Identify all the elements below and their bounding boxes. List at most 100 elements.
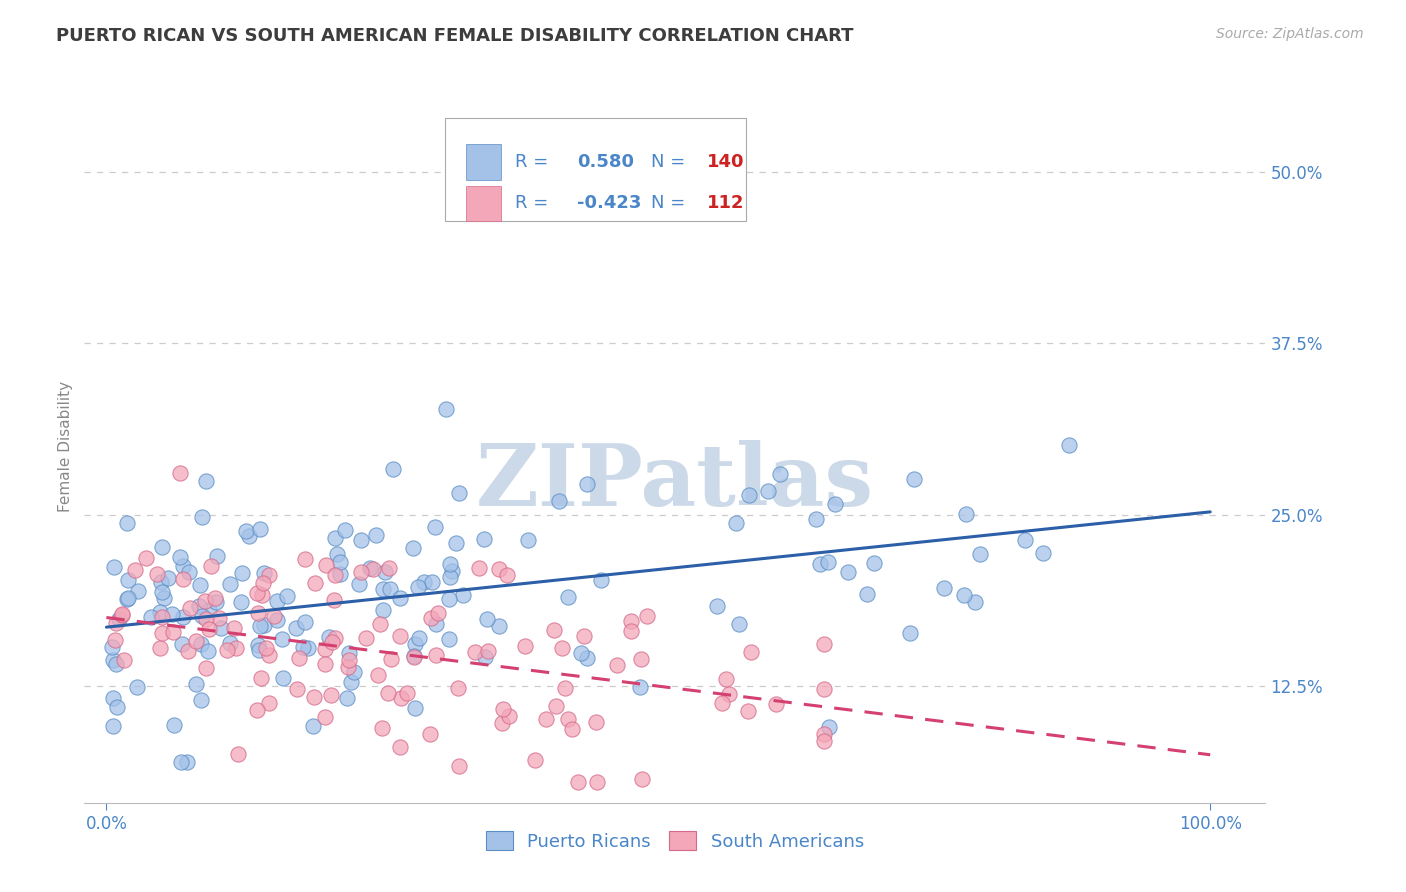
Point: [425, 648, 447, 662]
Point: [453, 589, 475, 603]
Point: [567, 775, 589, 789]
Point: [467, 561, 489, 575]
Point: [150, 625, 173, 640]
Point: [150, 610, 173, 624]
Point: [367, 667, 389, 681]
Point: [554, 681, 576, 695]
Point: [382, 461, 405, 475]
Point: [246, 607, 269, 621]
Point: [863, 556, 886, 570]
Point: [561, 722, 583, 736]
Point: [184, 633, 207, 648]
Point: [427, 607, 450, 621]
Point: [402, 541, 425, 555]
Point: [176, 755, 198, 769]
Point: [194, 594, 217, 608]
Text: PUERTO RICAN VS SOUTH AMERICAN FEMALE DISABILITY CORRELATION CHART: PUERTO RICAN VS SOUTH AMERICAN FEMALE DI…: [56, 27, 853, 45]
Text: Source: ZipAtlas.com: Source: ZipAtlas.com: [1216, 27, 1364, 41]
Text: R =: R =: [516, 153, 554, 171]
Point: [388, 629, 411, 643]
Point: [110, 607, 132, 622]
Point: [389, 591, 412, 605]
Point: [389, 690, 412, 705]
Point: [188, 578, 211, 592]
Point: [314, 709, 336, 723]
Point: [190, 693, 212, 707]
Point: [325, 547, 347, 561]
Point: [628, 680, 651, 694]
Point: [195, 612, 218, 626]
Point: [152, 585, 174, 599]
Point: [636, 609, 658, 624]
Point: [225, 640, 247, 655]
Point: [257, 648, 280, 663]
Point: [156, 571, 179, 585]
Point: [204, 591, 226, 606]
Point: [104, 632, 127, 647]
Point: [191, 608, 214, 623]
Point: [169, 549, 191, 564]
Point: [162, 625, 184, 640]
Point: [329, 555, 352, 569]
Point: [856, 586, 879, 600]
Point: [447, 758, 470, 772]
Point: [804, 512, 827, 526]
Point: [630, 652, 652, 666]
Point: [302, 690, 325, 704]
Point: [477, 644, 499, 658]
Point: [374, 565, 396, 579]
Point: [576, 650, 599, 665]
Point: [740, 645, 762, 659]
Point: [765, 697, 787, 711]
Point: [447, 681, 470, 696]
Point: [340, 674, 363, 689]
Point: [408, 631, 430, 645]
Point: [198, 602, 221, 616]
Point: [513, 639, 536, 653]
Point: [335, 524, 357, 538]
Point: [439, 557, 461, 571]
Point: [1057, 438, 1080, 452]
Point: [195, 475, 218, 489]
Point: [169, 467, 191, 481]
Point: [294, 615, 316, 629]
Point: [585, 714, 607, 729]
Point: [323, 593, 346, 607]
Point: [350, 565, 373, 579]
Point: [170, 637, 193, 651]
Point: [439, 632, 461, 646]
Point: [420, 574, 443, 589]
Point: [139, 609, 162, 624]
Point: [321, 635, 343, 649]
Y-axis label: Female Disability: Female Disability: [58, 380, 73, 512]
Point: [589, 573, 612, 587]
Point: [425, 617, 447, 632]
Point: [377, 686, 399, 700]
Point: [498, 709, 520, 723]
Point: [963, 595, 986, 609]
Point: [318, 630, 340, 644]
Point: [557, 590, 579, 604]
Point: [434, 401, 457, 416]
Point: [114, 653, 136, 667]
Point: [323, 568, 346, 582]
Point: [149, 605, 172, 619]
Point: [246, 586, 269, 600]
Point: [818, 720, 841, 734]
Point: [447, 486, 470, 500]
Point: [198, 623, 221, 637]
Point: [737, 704, 759, 718]
Point: [302, 718, 325, 732]
Point: [546, 698, 568, 713]
Point: [323, 632, 346, 646]
Point: [516, 533, 538, 548]
Text: N =: N =: [651, 194, 692, 212]
Point: [304, 576, 326, 591]
Point: [172, 610, 194, 624]
Point: [620, 614, 643, 628]
Point: [103, 653, 125, 667]
Point: [190, 637, 212, 651]
Point: [125, 680, 148, 694]
Point: [229, 595, 252, 609]
Point: [160, 607, 183, 621]
